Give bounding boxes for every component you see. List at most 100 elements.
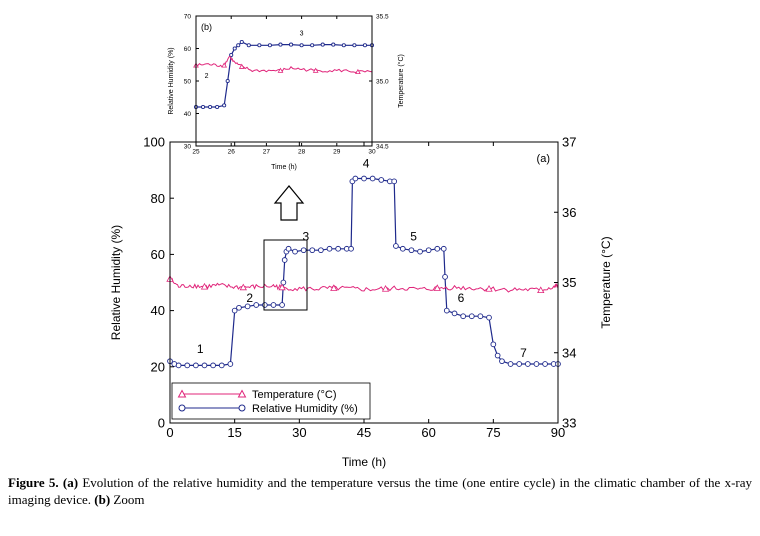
y-tick-label: 30 [184,143,192,150]
y-axis-title: Relative Humidity (%) [168,47,175,114]
data-point [280,279,287,286]
data-point [460,313,467,320]
data-point [393,243,399,249]
y-tick-label: 60 [151,247,165,262]
data-point [417,248,423,255]
data-point [232,46,237,51]
data-point [200,104,206,110]
x-tick-label: 29 [333,149,341,156]
data-point [309,247,316,254]
data-point [221,62,228,68]
data-point [381,284,390,292]
inset-chart: 25 26 27 28 29 30 30 40 50 60 70 34.5 35.0 35.5 Time (… [168,13,405,171]
y2-tick-label: 34.5 [376,143,389,150]
data-point [326,245,333,252]
x-tick-label: 75 [486,425,500,440]
data-point [318,247,324,254]
x-tick-label: 25 [192,149,200,156]
data-point [468,313,475,320]
y2-tick-label: 37 [562,135,576,150]
y-tick-label: 70 [184,13,192,20]
zoom-arrow-icon [273,185,305,221]
data-point [341,43,346,48]
y2-tick-label: 35.5 [376,13,389,20]
x-tick-label: 0 [166,425,173,440]
x-tick-label: 45 [357,425,371,440]
panel-label: (a) [537,153,550,165]
plot-frame [169,141,559,424]
data-point [236,304,242,311]
data-point [352,175,359,182]
data-point [184,362,191,369]
plateau-label: 1 [197,342,204,356]
y2-axis-title: Temperature (°C) [599,236,613,328]
plateau-label: 5 [410,229,417,243]
data-point [175,362,182,369]
x-axis-title: Time (h) [342,455,386,469]
data-point [270,302,277,308]
data-point [285,245,292,252]
data-point [499,358,505,365]
x-tick-label: 90 [551,425,565,440]
series-line [195,55,373,74]
figure: 0 15 30 45 60 75 900204060801003334353637Time … [109,13,613,469]
series-line [169,277,559,293]
data-point [225,78,230,84]
legend-box [171,382,371,420]
y-tick-label: 50 [184,78,192,85]
data-point [486,314,492,321]
data-point [477,313,484,320]
data-point [362,43,368,48]
data-point [490,341,497,348]
x-tick-label: 60 [421,425,435,440]
series-line [169,177,558,366]
data-point [433,284,441,291]
data-point [239,39,244,45]
data-point [238,63,245,69]
data-point [244,303,251,310]
data-point [278,42,283,47]
data-point [312,67,319,73]
x-tick-label: 30 [368,149,376,156]
caption-text-a: Evolution of the relative humidity and t… [8,475,752,507]
caption-tag-b: (b) [94,492,111,507]
data-point [361,175,367,182]
x-tick-label: 15 [227,425,241,440]
y-tick-label: 100 [143,135,165,150]
series-temperature [193,55,373,75]
plateau-label: 3 [302,229,309,243]
data-point [288,42,294,47]
data-point [299,43,304,48]
y2-tick-label: 34 [562,345,576,360]
series-line [196,41,372,108]
data-point [442,274,448,280]
y-tick-label: 40 [151,303,165,318]
data-point [231,307,238,314]
y2-axis-title: Temperature (°C) [397,54,405,108]
data-point [378,177,385,183]
y-tick-label: 40 [184,111,192,118]
data-point [352,43,357,48]
data-point [494,352,501,359]
data-point [239,283,247,291]
plateau-label: 3 [300,31,304,38]
data-point [208,104,213,110]
data-point [236,43,241,48]
data-point [229,52,234,58]
zoom-region-box [263,239,308,311]
plot-frame [195,15,373,147]
data-point [391,178,398,185]
data-point [331,42,336,47]
data-point [399,245,406,252]
data-point [222,103,227,108]
data-point [215,104,220,110]
data-point [425,247,432,254]
data-point [261,302,268,308]
y-tick-label: 0 [158,416,165,431]
data-point [355,68,361,75]
data-point [292,248,298,255]
y2-tick-label: 33 [562,416,576,431]
data-point [542,361,548,367]
legend-marker [178,404,186,412]
data-point [210,362,216,369]
